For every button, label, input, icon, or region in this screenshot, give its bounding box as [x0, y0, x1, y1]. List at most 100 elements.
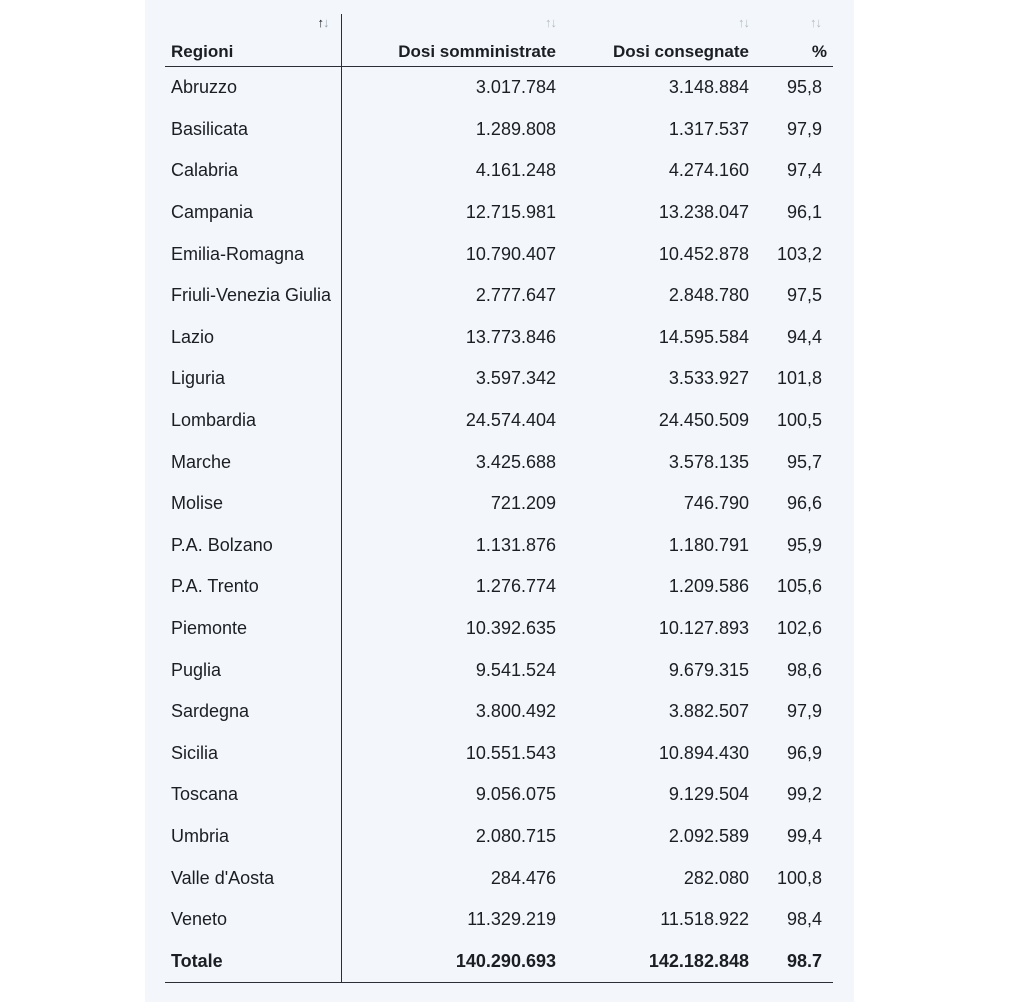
column-header-delivered[interactable]: ↑↓ Dosi consegnate — [562, 14, 755, 67]
administered-doses-cell: 10.790.407 — [465, 243, 556, 264]
administered-doses-cell: 3.017.784 — [475, 77, 556, 98]
table-row: Abruzzo 3.017.784 3.148.884 95,8 — [165, 66, 833, 109]
sort-arrows-icon[interactable]: ↑↓ — [738, 15, 750, 30]
administered-doses-cell: 1.131.876 — [475, 534, 556, 555]
administered-doses-cell: 13.773.846 — [465, 326, 556, 347]
column-header-label: Dosi consegnate — [612, 42, 749, 61]
table-row: Piemonte 10.392.635 10.127.893 102,6 — [165, 607, 833, 650]
table-row: Sicilia 10.551.543 10.894.430 96,9 — [165, 732, 833, 775]
total-delivered-cell: 142.182.848 — [562, 940, 755, 984]
administered-doses-cell: 2.080.715 — [475, 825, 556, 846]
percent-cell: 99,2 — [786, 784, 822, 805]
administered-doses-cell: 12.715.981 — [465, 202, 556, 223]
delivered-doses-cell: 13.238.047 — [658, 202, 749, 223]
delivered-doses-cell: 1.317.537 — [668, 118, 749, 139]
percent-cell: 96,6 — [786, 493, 822, 514]
table-row: Emilia-Romagna 10.790.407 10.452.878 103,2 — [165, 233, 833, 275]
percent-cell: 95,9 — [786, 534, 822, 555]
total-label-cell: Totale — [165, 940, 342, 984]
percent-cell: 97,4 — [786, 160, 822, 181]
region-cell: Liguria — [165, 358, 342, 400]
delivered-doses-cell: 14.595.584 — [658, 326, 749, 347]
delivered-doses-cell: 1.180.791 — [668, 534, 749, 555]
region-cell: Puglia — [165, 649, 342, 691]
table-row: Umbria 2.080.715 2.092.589 99,4 — [165, 815, 833, 858]
column-header-label: Regioni — [171, 42, 234, 61]
delivered-doses-cell: 3.882.507 — [668, 701, 749, 722]
administered-doses-cell: 9.056.075 — [475, 784, 556, 805]
table-row: Liguria 3.597.342 3.533.927 101,8 — [165, 358, 833, 400]
administered-doses-cell: 721.209 — [490, 493, 556, 514]
region-cell: Umbria — [165, 815, 342, 858]
administered-doses-cell: 284.476 — [490, 867, 556, 888]
administered-doses-cell: 3.597.342 — [475, 368, 556, 389]
administered-doses-cell: 4.161.248 — [475, 160, 556, 181]
total-administered-cell: 140.290.693 — [341, 940, 562, 984]
administered-doses-cell: 3.425.688 — [475, 451, 556, 472]
delivered-doses-cell: 1.209.586 — [668, 576, 749, 597]
delivered-doses-cell: 3.533.927 — [668, 368, 749, 389]
administered-doses-cell: 1.289.808 — [475, 118, 556, 139]
region-cell: Sardegna — [165, 690, 342, 733]
percent-cell: 102,6 — [776, 618, 822, 639]
column-header-label: % — [811, 42, 827, 61]
percent-cell: 95,8 — [786, 77, 822, 98]
delivered-doses-cell: 10.894.430 — [658, 742, 749, 763]
administered-doses-cell: 3.800.492 — [475, 701, 556, 722]
table-header-row: ↑↓ Regioni ↑↓ Dosi somministrate ↑↓ Dosi… — [165, 14, 833, 67]
percent-cell: 98,6 — [786, 659, 822, 680]
region-cell: Toscana — [165, 774, 342, 816]
region-cell: P.A. Trento — [165, 566, 342, 608]
region-cell: Calabria — [165, 150, 342, 192]
region-cell: Friuli-Venezia Giulia — [165, 274, 342, 317]
administered-doses-cell: 10.551.543 — [465, 742, 556, 763]
delivered-doses-cell: 9.679.315 — [668, 659, 749, 680]
delivered-doses-cell: 11.518.922 — [660, 909, 749, 930]
table-row: Veneto 11.329.219 11.518.922 98,4 — [165, 898, 833, 941]
delivered-doses-cell: 3.578.135 — [668, 451, 749, 472]
region-cell: Marche — [165, 441, 342, 483]
percent-cell: 103,2 — [776, 243, 822, 264]
table-row: Calabria 4.161.248 4.274.160 97,4 — [165, 150, 833, 192]
delivered-doses-cell: 4.274.160 — [668, 160, 749, 181]
region-cell: Molise — [165, 482, 342, 525]
percent-cell: 101,8 — [776, 368, 822, 389]
delivered-doses-cell: 9.129.504 — [668, 784, 749, 805]
region-cell: Lombardia — [165, 399, 342, 442]
table-row: Campania 12.715.981 13.238.047 96,1 — [165, 191, 833, 234]
column-header-administered[interactable]: ↑↓ Dosi somministrate — [341, 14, 562, 67]
table-row: Molise 721.209 746.790 96,6 — [165, 482, 833, 525]
region-cell: Emilia-Romagna — [165, 233, 342, 275]
column-header-percent[interactable]: ↑↓ % — [755, 14, 833, 67]
delivered-doses-cell: 2.848.780 — [668, 285, 749, 306]
percent-cell: 97,9 — [786, 118, 822, 139]
sort-arrows-icon[interactable]: ↑↓ — [545, 15, 557, 30]
table-row: Basilicata 1.289.808 1.317.537 97,9 — [165, 108, 833, 151]
column-header-region[interactable]: ↑↓ Regioni — [165, 14, 342, 67]
percent-cell: 95,7 — [786, 451, 822, 472]
region-cell: Sicilia — [165, 732, 342, 775]
table-row: Toscana 9.056.075 9.129.504 99,2 — [165, 774, 833, 816]
region-cell: Veneto — [165, 898, 342, 941]
sort-arrows-icon[interactable]: ↑↓ — [810, 15, 822, 30]
vaccine-doses-table: ↑↓ Regioni ↑↓ Dosi somministrate ↑↓ Dosi… — [165, 14, 833, 984]
region-cell: Lazio — [165, 316, 342, 359]
table-row: Lazio 13.773.846 14.595.584 94,4 — [165, 316, 833, 359]
percent-cell: 94,4 — [786, 326, 822, 347]
total-percent-cell: 98.7 — [755, 940, 833, 984]
delivered-doses-cell: 10.452.878 — [658, 243, 749, 264]
region-cell: Campania — [165, 191, 342, 234]
table-row: P.A. Trento 1.276.774 1.209.586 105,6 — [165, 566, 833, 608]
column-header-label: Dosi somministrate — [398, 42, 556, 61]
table-row: Friuli-Venezia Giulia 2.777.647 2.848.780 9… — [165, 274, 833, 317]
percent-cell: 96,1 — [786, 202, 822, 223]
total-row: Totale 140.290.693 142.182.848 98.7 — [165, 940, 833, 984]
delivered-doses-cell: 2.092.589 — [668, 825, 749, 846]
sort-arrows-icon[interactable]: ↑↓ — [317, 15, 330, 30]
percent-cell: 98,4 — [786, 909, 822, 930]
percent-cell: 105,6 — [776, 576, 822, 597]
delivered-doses-cell: 282.080 — [683, 867, 749, 888]
delivered-doses-cell: 10.127.893 — [658, 618, 749, 639]
region-cell: Piemonte — [165, 607, 342, 650]
table-row: Marche 3.425.688 3.578.135 95,7 — [165, 441, 833, 483]
